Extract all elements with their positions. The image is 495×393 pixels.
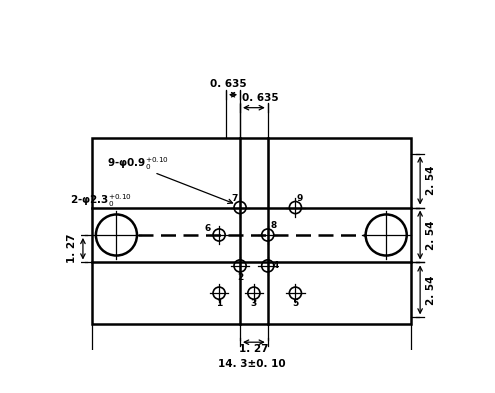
Text: 8: 8 xyxy=(270,221,276,230)
Text: 2. 54: 2. 54 xyxy=(426,166,436,195)
Text: 7: 7 xyxy=(232,194,238,203)
Text: 2: 2 xyxy=(237,273,243,282)
Text: 14. 3±0. 10: 14. 3±0. 10 xyxy=(218,359,285,369)
Text: 0. 635: 0. 635 xyxy=(210,79,247,89)
Text: 1. 27: 1. 27 xyxy=(239,344,269,354)
Text: 0. 635: 0. 635 xyxy=(242,93,279,103)
Text: 4: 4 xyxy=(273,261,279,270)
Text: 1. 27: 1. 27 xyxy=(67,234,77,263)
Text: 6: 6 xyxy=(204,224,210,233)
Text: 9: 9 xyxy=(297,194,303,203)
Text: 5: 5 xyxy=(292,299,298,309)
Text: 1: 1 xyxy=(216,299,222,309)
Text: 9-φ0.9$^{+0.10}_{0}$: 9-φ0.9$^{+0.10}_{0}$ xyxy=(107,156,169,172)
Text: 2-φ2.3$^{+0.10}_{0}$: 2-φ2.3$^{+0.10}_{0}$ xyxy=(70,192,132,209)
Text: 3: 3 xyxy=(251,299,257,309)
Text: 2. 54: 2. 54 xyxy=(426,275,436,305)
Bar xyxy=(92,138,411,324)
Text: 2. 54: 2. 54 xyxy=(426,220,436,250)
